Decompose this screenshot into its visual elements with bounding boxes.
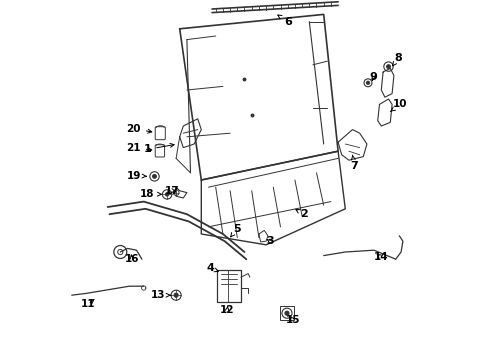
Text: 20: 20: [126, 124, 151, 134]
Text: 5: 5: [230, 224, 241, 237]
Text: 2: 2: [295, 209, 307, 219]
Text: 17: 17: [165, 186, 180, 196]
Text: 7: 7: [350, 155, 357, 171]
Bar: [279, 306, 293, 320]
Text: 14: 14: [373, 252, 388, 262]
Circle shape: [152, 175, 156, 178]
Text: 19: 19: [126, 171, 146, 181]
Text: 16: 16: [124, 254, 139, 264]
FancyBboxPatch shape: [155, 145, 164, 157]
Text: 13: 13: [150, 290, 171, 300]
FancyBboxPatch shape: [155, 127, 165, 140]
Text: 4: 4: [206, 263, 218, 273]
Text: 3: 3: [265, 236, 273, 246]
Circle shape: [366, 81, 369, 84]
Circle shape: [165, 193, 168, 196]
Text: 18: 18: [140, 189, 161, 199]
Text: 11: 11: [81, 299, 95, 309]
Text: 10: 10: [389, 99, 407, 112]
Circle shape: [285, 311, 288, 315]
Text: 12: 12: [220, 305, 234, 315]
Circle shape: [386, 65, 389, 68]
Text: 6: 6: [277, 15, 291, 27]
Text: 21: 21: [126, 143, 151, 153]
Text: 1: 1: [143, 143, 174, 154]
Text: 9: 9: [369, 72, 377, 82]
Circle shape: [174, 293, 178, 297]
Text: 8: 8: [392, 53, 402, 66]
Text: 15: 15: [285, 315, 300, 325]
